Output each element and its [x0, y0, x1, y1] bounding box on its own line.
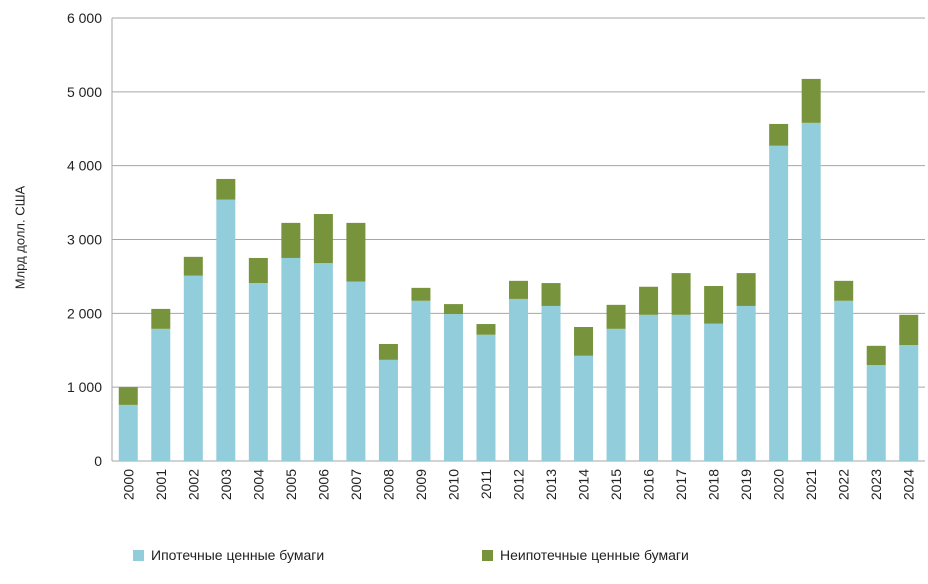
y-tick-label: 4 000 — [67, 158, 102, 174]
legend-label-non-mbs: Неипотечные ценные бумаги — [500, 547, 689, 563]
x-tick-label: 2020 — [771, 469, 787, 500]
x-tick-label: 2008 — [380, 469, 396, 500]
bar-non-mbs-2005 — [281, 222, 301, 258]
bar-mbs-2003 — [216, 199, 236, 461]
bar-non-mbs-2014 — [574, 326, 594, 356]
bar-non-mbs-2012 — [509, 280, 528, 299]
bar-mbs-2008 — [378, 359, 398, 461]
y-tick-label: 5 000 — [67, 84, 102, 100]
bar-non-mbs-2002 — [183, 256, 203, 276]
bar-mbs-2020 — [769, 145, 789, 461]
bar-mbs-2002 — [183, 275, 203, 461]
bar-mbs-2021 — [801, 122, 821, 462]
bar-mbs-2024 — [899, 345, 919, 461]
x-tick-label: 2000 — [120, 469, 136, 500]
x-tick-label: 2021 — [803, 469, 819, 500]
x-tick-label: 2011 — [478, 469, 494, 499]
bar-mbs-2016 — [639, 314, 659, 461]
bar-non-mbs-2003 — [216, 178, 236, 200]
bar-non-mbs-2004 — [248, 257, 268, 284]
x-tick-label: 2018 — [706, 469, 722, 500]
x-tick-label: 2002 — [185, 469, 201, 500]
bar-non-mbs-2013 — [541, 283, 561, 306]
x-tick-label: 2005 — [283, 469, 299, 500]
bar-non-mbs-2001 — [151, 308, 171, 329]
bar-mbs-2004 — [248, 283, 268, 461]
x-tick-label: 2023 — [868, 469, 884, 500]
x-tick-label: 2006 — [315, 469, 331, 500]
bar-mbs-2017 — [671, 314, 691, 461]
bar-non-mbs-2016 — [639, 286, 659, 315]
bar-non-mbs-2022 — [834, 280, 854, 301]
bar-mbs-2010 — [443, 314, 463, 461]
x-tick-label: 2003 — [218, 469, 234, 500]
bar-mbs-2023 — [866, 365, 886, 461]
bar-mbs-2000 — [118, 404, 138, 461]
y-tick-label: 2 000 — [67, 305, 102, 321]
bar-mbs-2015 — [606, 328, 626, 461]
bar-mbs-2007 — [346, 281, 366, 461]
bar-non-mbs-2006 — [313, 214, 333, 264]
bar-non-mbs-2007 — [346, 222, 366, 282]
bar-mbs-2006 — [313, 263, 333, 461]
bar-mbs-2022 — [834, 300, 854, 461]
legend-item-mbs: Ипотечные ценные бумаги — [133, 547, 324, 563]
bar-mbs-2014 — [574, 355, 594, 461]
x-tick-label: 2001 — [153, 469, 169, 500]
x-tick-label: 2024 — [901, 469, 917, 500]
bar-mbs-2009 — [411, 300, 431, 461]
y-tick-label: 6 000 — [67, 10, 102, 26]
bar-non-mbs-2021 — [801, 78, 821, 123]
bar-mbs-2019 — [736, 305, 756, 461]
x-tick-label: 2009 — [413, 469, 429, 500]
x-tick-label: 2004 — [250, 469, 266, 500]
bar-non-mbs-2023 — [866, 345, 886, 366]
y-tick-label: 1 000 — [67, 379, 102, 395]
y-tick-label: 3 000 — [67, 232, 102, 248]
x-tick-label: 2022 — [836, 469, 852, 500]
bar-mbs-2011 — [476, 334, 496, 461]
bar-non-mbs-2011 — [476, 324, 496, 335]
bar-mbs-2001 — [151, 328, 171, 461]
legend-swatch-mbs — [133, 549, 144, 561]
x-tick-label: 2013 — [543, 469, 559, 500]
legend-swatch-non-mbs — [482, 549, 493, 561]
bar-mbs-2013 — [541, 305, 561, 461]
x-tick-label: 2017 — [673, 469, 689, 500]
bar-non-mbs-2008 — [378, 343, 398, 360]
legend-label-mbs: Ипотечные ценные бумаги — [151, 547, 325, 563]
bar-non-mbs-2024 — [899, 314, 919, 346]
bar-non-mbs-2000 — [118, 387, 138, 405]
bar-non-mbs-2019 — [736, 273, 756, 306]
bar-mbs-2005 — [281, 257, 301, 461]
bar-non-mbs-2017 — [671, 273, 691, 315]
x-tick-label: 2007 — [348, 469, 364, 500]
bar-non-mbs-2018 — [704, 286, 724, 324]
bar-non-mbs-2010 — [443, 304, 463, 315]
x-tick-label: 2010 — [445, 469, 461, 500]
x-tick-label: 2016 — [641, 469, 657, 500]
y-axis-label: Млрд долл. США — [12, 185, 28, 290]
bar-mbs-2018 — [704, 323, 724, 461]
y-tick-label: 0 — [94, 453, 102, 469]
bar-mbs-2012 — [509, 298, 528, 461]
x-tick-label: 2012 — [511, 469, 527, 500]
bar-non-mbs-2009 — [411, 287, 431, 301]
bar-non-mbs-2015 — [606, 304, 626, 329]
x-tick-label: 2015 — [608, 469, 624, 500]
x-tick-label: 2019 — [738, 469, 754, 500]
legend-item-non-mbs: Неипотечные ценные бумаги — [482, 547, 689, 563]
bar-non-mbs-2020 — [769, 123, 789, 146]
x-tick-label: 2014 — [576, 469, 592, 500]
